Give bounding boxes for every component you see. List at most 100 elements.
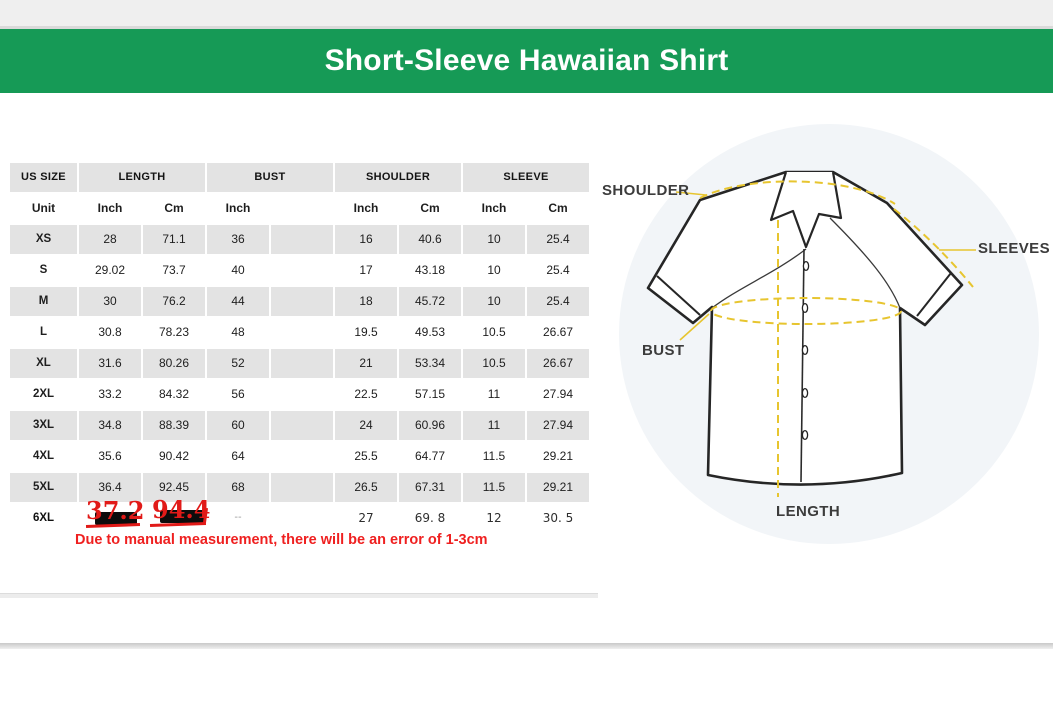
cell: 26.67 bbox=[527, 349, 589, 378]
cell: 24 bbox=[335, 411, 397, 440]
button bbox=[801, 387, 809, 399]
unit-header-row: Unit Inch Cm Inch Inch Cm Inch Cm bbox=[10, 194, 589, 223]
cell: 30 bbox=[79, 287, 141, 316]
unit-shoulder-inch: Inch bbox=[335, 194, 397, 223]
cell: 76.2 bbox=[143, 287, 205, 316]
cell: 31.6 bbox=[79, 349, 141, 378]
cell: 49.53 bbox=[399, 318, 461, 347]
table-row: 3XL 34.8 88.39 60 24 60.96 11 27.94 bbox=[10, 411, 589, 440]
size-chart-table: US SIZE LENGTH BUST SHOULDER SLEEVE Unit… bbox=[10, 163, 589, 504]
size-label: 5XL bbox=[10, 473, 77, 502]
cell: 10 bbox=[463, 287, 525, 316]
sleeves-label: SLEEVES bbox=[978, 240, 1050, 257]
cell: 10.5 bbox=[463, 318, 525, 347]
annotation-length-cm: 94.4 bbox=[152, 495, 211, 524]
cell: 26.67 bbox=[527, 318, 589, 347]
cell: 11 bbox=[463, 380, 525, 409]
cell: 33.2 bbox=[79, 380, 141, 409]
size-label: 2XL bbox=[10, 380, 77, 409]
cell: 30.8 bbox=[79, 318, 141, 347]
sleeves-measure-line bbox=[893, 208, 974, 288]
unit-bust-cm bbox=[271, 194, 333, 223]
cell: 71.1 bbox=[143, 225, 205, 254]
redaction-mark bbox=[95, 512, 137, 525]
size-label: M bbox=[10, 287, 77, 316]
unit-length-inch: Inch bbox=[79, 194, 141, 223]
table-row: 2XL 33.2 84.32 56 22.5 57.15 11 27.94 bbox=[10, 380, 589, 409]
cell: 34.8 bbox=[79, 411, 141, 440]
unit-sleeve-cm: Cm bbox=[527, 194, 589, 223]
cell-bust-inch: -- bbox=[234, 512, 242, 523]
size-label: XL bbox=[10, 349, 77, 378]
cell bbox=[271, 256, 333, 285]
table-row: M 30 76.2 44 18 45.72 10 25.4 bbox=[10, 287, 589, 316]
length-label: LENGTH bbox=[776, 503, 841, 520]
cell: 88.39 bbox=[143, 411, 205, 440]
col-header-bust: BUST bbox=[207, 163, 333, 192]
cell: 43.18 bbox=[399, 256, 461, 285]
cell: 29.21 bbox=[527, 473, 589, 502]
divider-line bbox=[0, 643, 1053, 649]
cell: 11.5 bbox=[463, 473, 525, 502]
cell: 67.31 bbox=[399, 473, 461, 502]
cell-shoulder-cm: 69. 8 bbox=[414, 510, 446, 525]
unit-length-cm: Cm bbox=[143, 194, 205, 223]
cell: 40 bbox=[207, 256, 269, 285]
cell: 25.4 bbox=[527, 287, 589, 316]
cell bbox=[271, 473, 333, 502]
cell: 64 bbox=[207, 442, 269, 471]
table-row: XL 31.6 80.26 52 21 53.34 10.5 26.67 bbox=[10, 349, 589, 378]
cell: 60.96 bbox=[399, 411, 461, 440]
table-row: L 30.8 78.23 48 19.5 49.53 10.5 26.67 bbox=[10, 318, 589, 347]
cell: 84.32 bbox=[143, 380, 205, 409]
cell-shoulder-inch: 27 bbox=[358, 510, 374, 525]
size-label: 3XL bbox=[10, 411, 77, 440]
size-label: XS bbox=[10, 225, 77, 254]
cell: 28 bbox=[79, 225, 141, 254]
right-cuff-line bbox=[916, 272, 952, 317]
cell: 10 bbox=[463, 225, 525, 254]
cell: 36.4 bbox=[79, 473, 141, 502]
page-title: Short-Sleeve Hawaiian Shirt bbox=[324, 44, 729, 77]
cell: 35.6 bbox=[79, 442, 141, 471]
cell: 25.5 bbox=[335, 442, 397, 471]
group-header-row: US SIZE LENGTH BUST SHOULDER SLEEVE bbox=[10, 163, 589, 192]
divider-line bbox=[0, 593, 598, 598]
placket-line bbox=[800, 248, 805, 483]
cell: 52 bbox=[207, 349, 269, 378]
cell: 64.77 bbox=[399, 442, 461, 471]
shirt-outline bbox=[646, 170, 964, 486]
table-row: S 29.02 73.7 40 17 43.18 10 25.4 bbox=[10, 256, 589, 285]
unit-sleeve-inch: Inch bbox=[463, 194, 525, 223]
cell bbox=[271, 225, 333, 254]
cell: 19.5 bbox=[335, 318, 397, 347]
cell: 16 bbox=[335, 225, 397, 254]
cell: 57.15 bbox=[399, 380, 461, 409]
bust-measure-ellipse bbox=[710, 297, 902, 325]
shoulder-pointer-line bbox=[675, 191, 707, 196]
cell: 90.42 bbox=[143, 442, 205, 471]
cell: 17 bbox=[335, 256, 397, 285]
cell: 73.7 bbox=[143, 256, 205, 285]
button bbox=[801, 302, 809, 314]
top-strip bbox=[0, 0, 1053, 29]
cell: 29.02 bbox=[79, 256, 141, 285]
cell: 36 bbox=[207, 225, 269, 254]
unit-header-label: Unit bbox=[10, 194, 77, 223]
cell: 26.5 bbox=[335, 473, 397, 502]
unit-bust-inch: Inch bbox=[207, 194, 269, 223]
col-header-us-size: US SIZE bbox=[10, 163, 77, 192]
cell-sleeve-cm: 30. 5 bbox=[542, 510, 574, 525]
cell bbox=[271, 349, 333, 378]
cell: 56 bbox=[207, 380, 269, 409]
shoulder-label: SHOULDER bbox=[602, 182, 690, 199]
table-row: 5XL 36.4 92.45 68 26.5 67.31 11.5 29.21 bbox=[10, 473, 589, 502]
size-label: 4XL bbox=[10, 442, 77, 471]
cell: 25.4 bbox=[527, 256, 589, 285]
cell: 44 bbox=[207, 287, 269, 316]
unit-shoulder-cm: Cm bbox=[399, 194, 461, 223]
cell bbox=[271, 380, 333, 409]
cell: 80.26 bbox=[143, 349, 205, 378]
annotation-length-inch: 37.2 bbox=[86, 496, 145, 525]
cell: 29.21 bbox=[527, 442, 589, 471]
